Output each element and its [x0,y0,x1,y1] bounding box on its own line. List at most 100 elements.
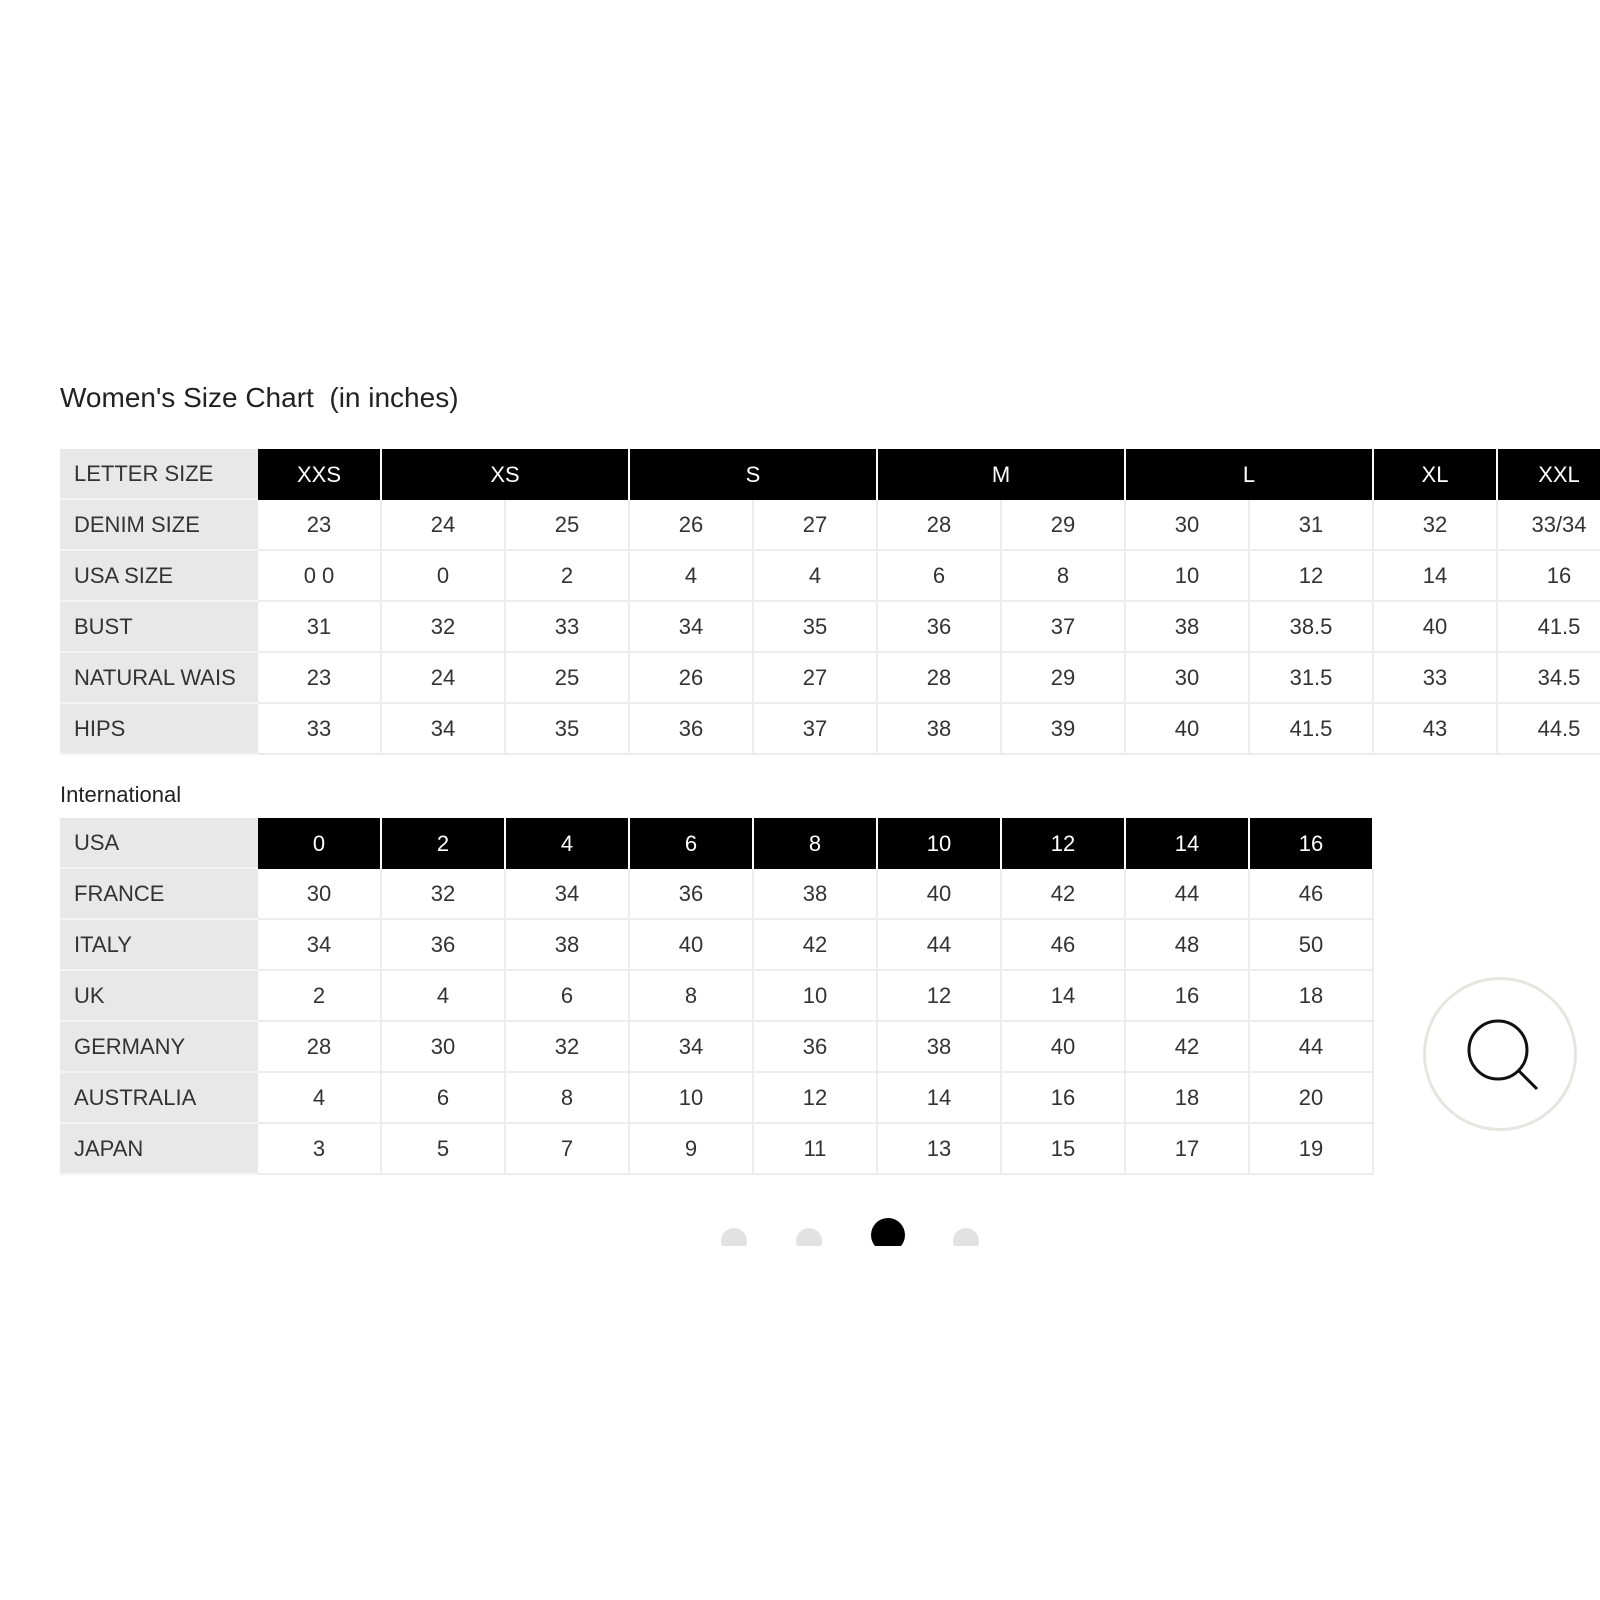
size-cell: 24 [382,500,506,551]
size-cell: 46 [1250,869,1374,920]
page-dot[interactable] [721,1228,747,1246]
size-cell: 36 [382,920,506,971]
letter-size: XXL [1498,449,1600,500]
size-cell: 31 [258,602,382,653]
size-cell: 33/34 [1498,500,1600,551]
size-cell: 19 [1250,1124,1374,1175]
letter-size: XS [382,449,630,500]
size-cell: 30 [382,1022,506,1073]
size-cell: 29 [1002,500,1126,551]
size-cell: 28 [878,653,1002,704]
row-label: LETTER SIZE [60,449,258,500]
row-label: NATURAL WAIS [60,653,258,704]
page-dot[interactable] [953,1228,979,1246]
size-cell: 6 [878,551,1002,602]
size-cell: 7 [506,1124,630,1175]
size-cell: 37 [1002,602,1126,653]
zoom-icon [1467,1019,1539,1091]
size-cell: 32 [382,602,506,653]
size-cell: 40 [1374,602,1498,653]
size-cell: 14 [878,1073,1002,1124]
size-cell: 5 [382,1124,506,1175]
size-cell: 26 [630,500,754,551]
page-dot[interactable] [796,1228,822,1246]
header-cell: 14 [1126,818,1250,869]
size-cell: 14 [1374,551,1498,602]
row-label: JAPAN [60,1124,258,1175]
size-cell: 27 [754,653,878,704]
size-cell: 33 [506,602,630,653]
size-cell: 30 [1126,653,1250,704]
size-cell: 10 [630,1073,754,1124]
size-cell: 36 [630,869,754,920]
size-cell: 8 [630,971,754,1022]
size-cell: 44 [878,920,1002,971]
size-cell: 38 [1126,602,1250,653]
row-label: HIPS [60,704,258,755]
letter-size: L [1126,449,1374,500]
size-cell: 42 [1126,1022,1250,1073]
size-cell: 17 [1126,1124,1250,1175]
size-cell: 35 [754,602,878,653]
zoom-button[interactable] [1423,977,1577,1131]
header-cell: 8 [754,818,878,869]
size-cell: 2 [258,971,382,1022]
size-cell: 4 [382,971,506,1022]
size-cell: 24 [382,653,506,704]
size-cell: 40 [1002,1022,1126,1073]
size-cell: 42 [1002,869,1126,920]
size-cell: 46 [1002,920,1126,971]
row-label: GERMANY [60,1022,258,1073]
size-cell: 50 [1250,920,1374,971]
size-cell: 36 [878,602,1002,653]
size-cell: 20 [1250,1073,1374,1124]
row-label: AUSTRALIA [60,1073,258,1124]
size-cell: 31 [1250,500,1374,551]
size-cell: 10 [1126,551,1250,602]
size-cell: 28 [878,500,1002,551]
header-cell: 2 [382,818,506,869]
size-cell: 34 [382,704,506,755]
size-cell: 14 [1002,971,1126,1022]
size-cell: 4 [258,1073,382,1124]
size-cell: 10 [754,971,878,1022]
size-cell: 25 [506,500,630,551]
row-label: UK [60,971,258,1022]
size-cell: 32 [382,869,506,920]
header-cell: 4 [506,818,630,869]
size-cell: 40 [630,920,754,971]
size-cell: 6 [506,971,630,1022]
size-cell: 3 [258,1124,382,1175]
size-cell: 36 [630,704,754,755]
size-cell: 29 [1002,653,1126,704]
size-cell: 4 [630,551,754,602]
row-label: USA SIZE [60,551,258,602]
header-cell: 0 [258,818,382,869]
size-cell: 34 [506,869,630,920]
size-cell: 27 [754,500,878,551]
size-cell: 38.5 [1250,602,1374,653]
size-cell: 0 [382,551,506,602]
size-cell: 37 [754,704,878,755]
size-cell: 32 [1374,500,1498,551]
section-title: International [60,782,182,807]
header-cell: 10 [878,818,1002,869]
size-cell: 16 [1126,971,1250,1022]
letter-size: XL [1374,449,1498,500]
title: Women's Size Chart (in inches) [60,382,459,413]
size-cell: 44.5 [1498,704,1600,755]
size-cell: 28 [258,1022,382,1073]
size-cell: 33 [1374,653,1498,704]
size-cell: 44 [1126,869,1250,920]
size-cell: 32 [506,1022,630,1073]
page-dot[interactable] [871,1218,905,1246]
size-cell: 30 [258,869,382,920]
row-label: FRANCE [60,869,258,920]
size-cell: 34.5 [1498,653,1600,704]
size-cell: 39 [1002,704,1126,755]
header-cell: 12 [1002,818,1126,869]
size-cell: 38 [506,920,630,971]
header-cell: 6 [630,818,754,869]
pagination [0,1210,1600,1246]
